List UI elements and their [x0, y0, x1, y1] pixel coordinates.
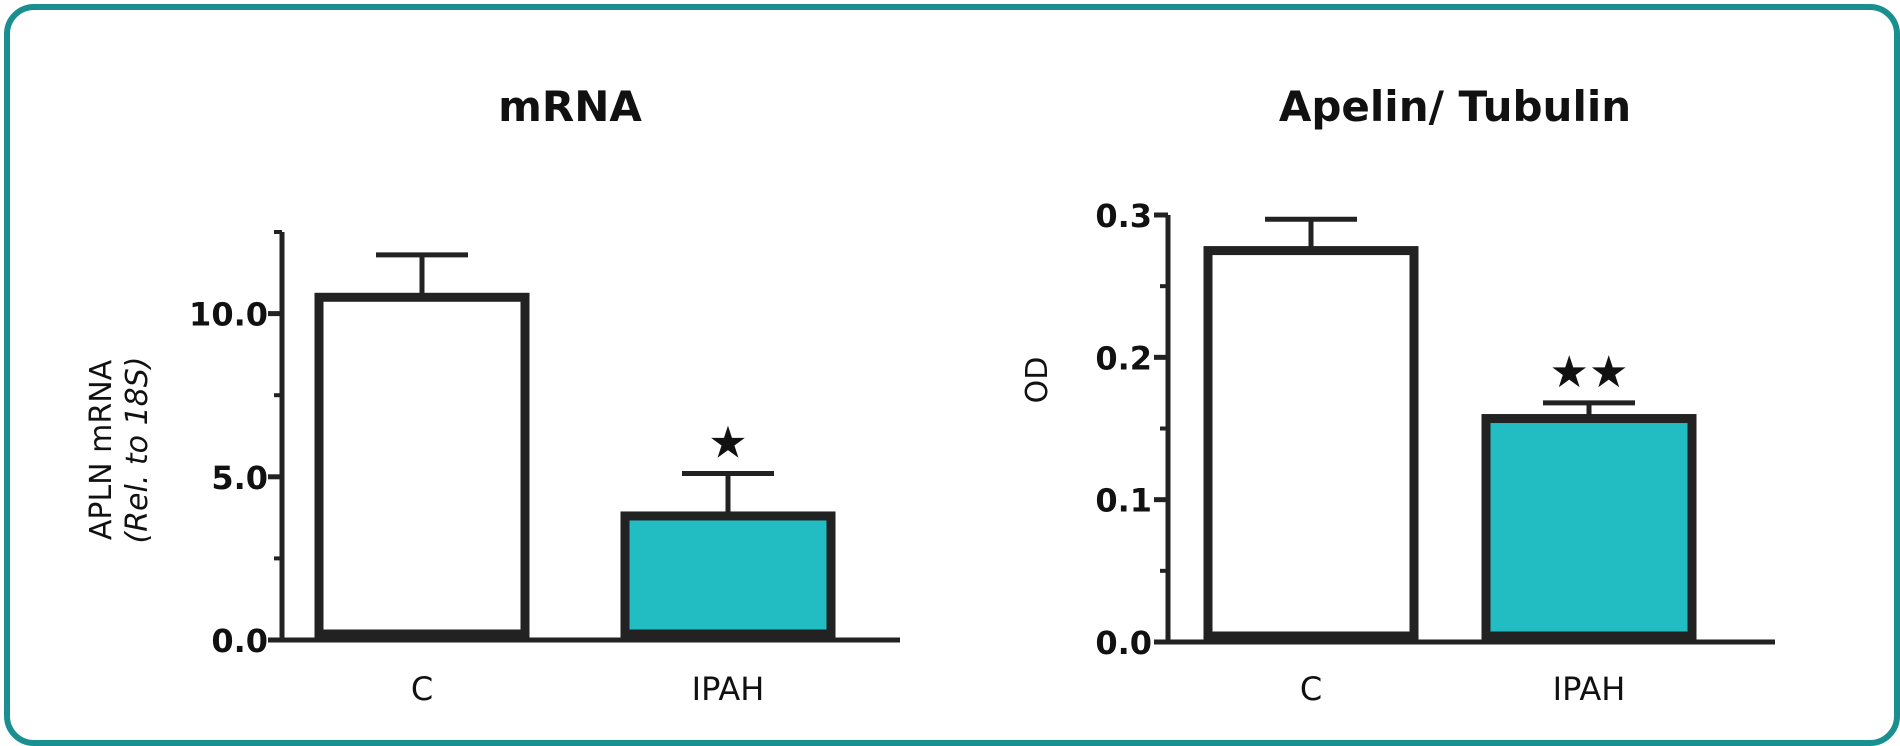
chart-panel-mrna: mRNA APLN mRNA (Rel. to 18S) 0.0 5.0 10.0 C…: [0, 0, 900, 746]
y-tick-label: 0.2: [1095, 339, 1152, 377]
y-tick-label: 0.0: [1095, 624, 1152, 662]
y-tick-label: 0.0: [211, 622, 268, 660]
chart-title: mRNA: [498, 82, 642, 131]
x-tick-label: IPAH: [1553, 670, 1626, 708]
significance-marker: ★: [708, 418, 747, 469]
y-tick-label: 0.3: [1095, 197, 1152, 235]
chart-title: Apelin/ Tubulin: [1278, 82, 1632, 131]
y-tick-label: 5.0: [211, 459, 268, 497]
bar-c: [314, 292, 530, 639]
significance-marker: ★★: [1550, 347, 1629, 398]
x-tick-label: C: [1300, 670, 1322, 708]
x-tick-label: C: [411, 670, 433, 708]
bar-ipah: [620, 511, 836, 639]
bar-ipah: [1481, 414, 1697, 641]
bar-c: [1203, 246, 1419, 641]
y-tick-label: 10.0: [189, 296, 268, 334]
chart-svg-mrna: 0.0 5.0 10.0 C ★ IPAH: [189, 230, 900, 708]
x-tick-label: IPAH: [692, 670, 765, 708]
y-tick-label: 0.1: [1095, 482, 1152, 520]
